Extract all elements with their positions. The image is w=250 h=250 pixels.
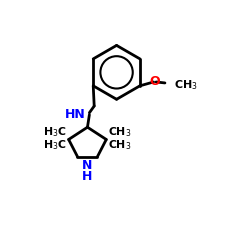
Text: HN: HN bbox=[65, 108, 86, 121]
Text: N
H: N H bbox=[82, 159, 93, 184]
Text: CH$_3$: CH$_3$ bbox=[174, 78, 198, 92]
Text: CH$_3$: CH$_3$ bbox=[108, 138, 132, 152]
Text: H$_3$C: H$_3$C bbox=[43, 138, 67, 152]
Text: H$_3$C: H$_3$C bbox=[43, 125, 67, 139]
Text: O: O bbox=[149, 76, 160, 88]
Text: CH$_3$: CH$_3$ bbox=[108, 125, 132, 139]
